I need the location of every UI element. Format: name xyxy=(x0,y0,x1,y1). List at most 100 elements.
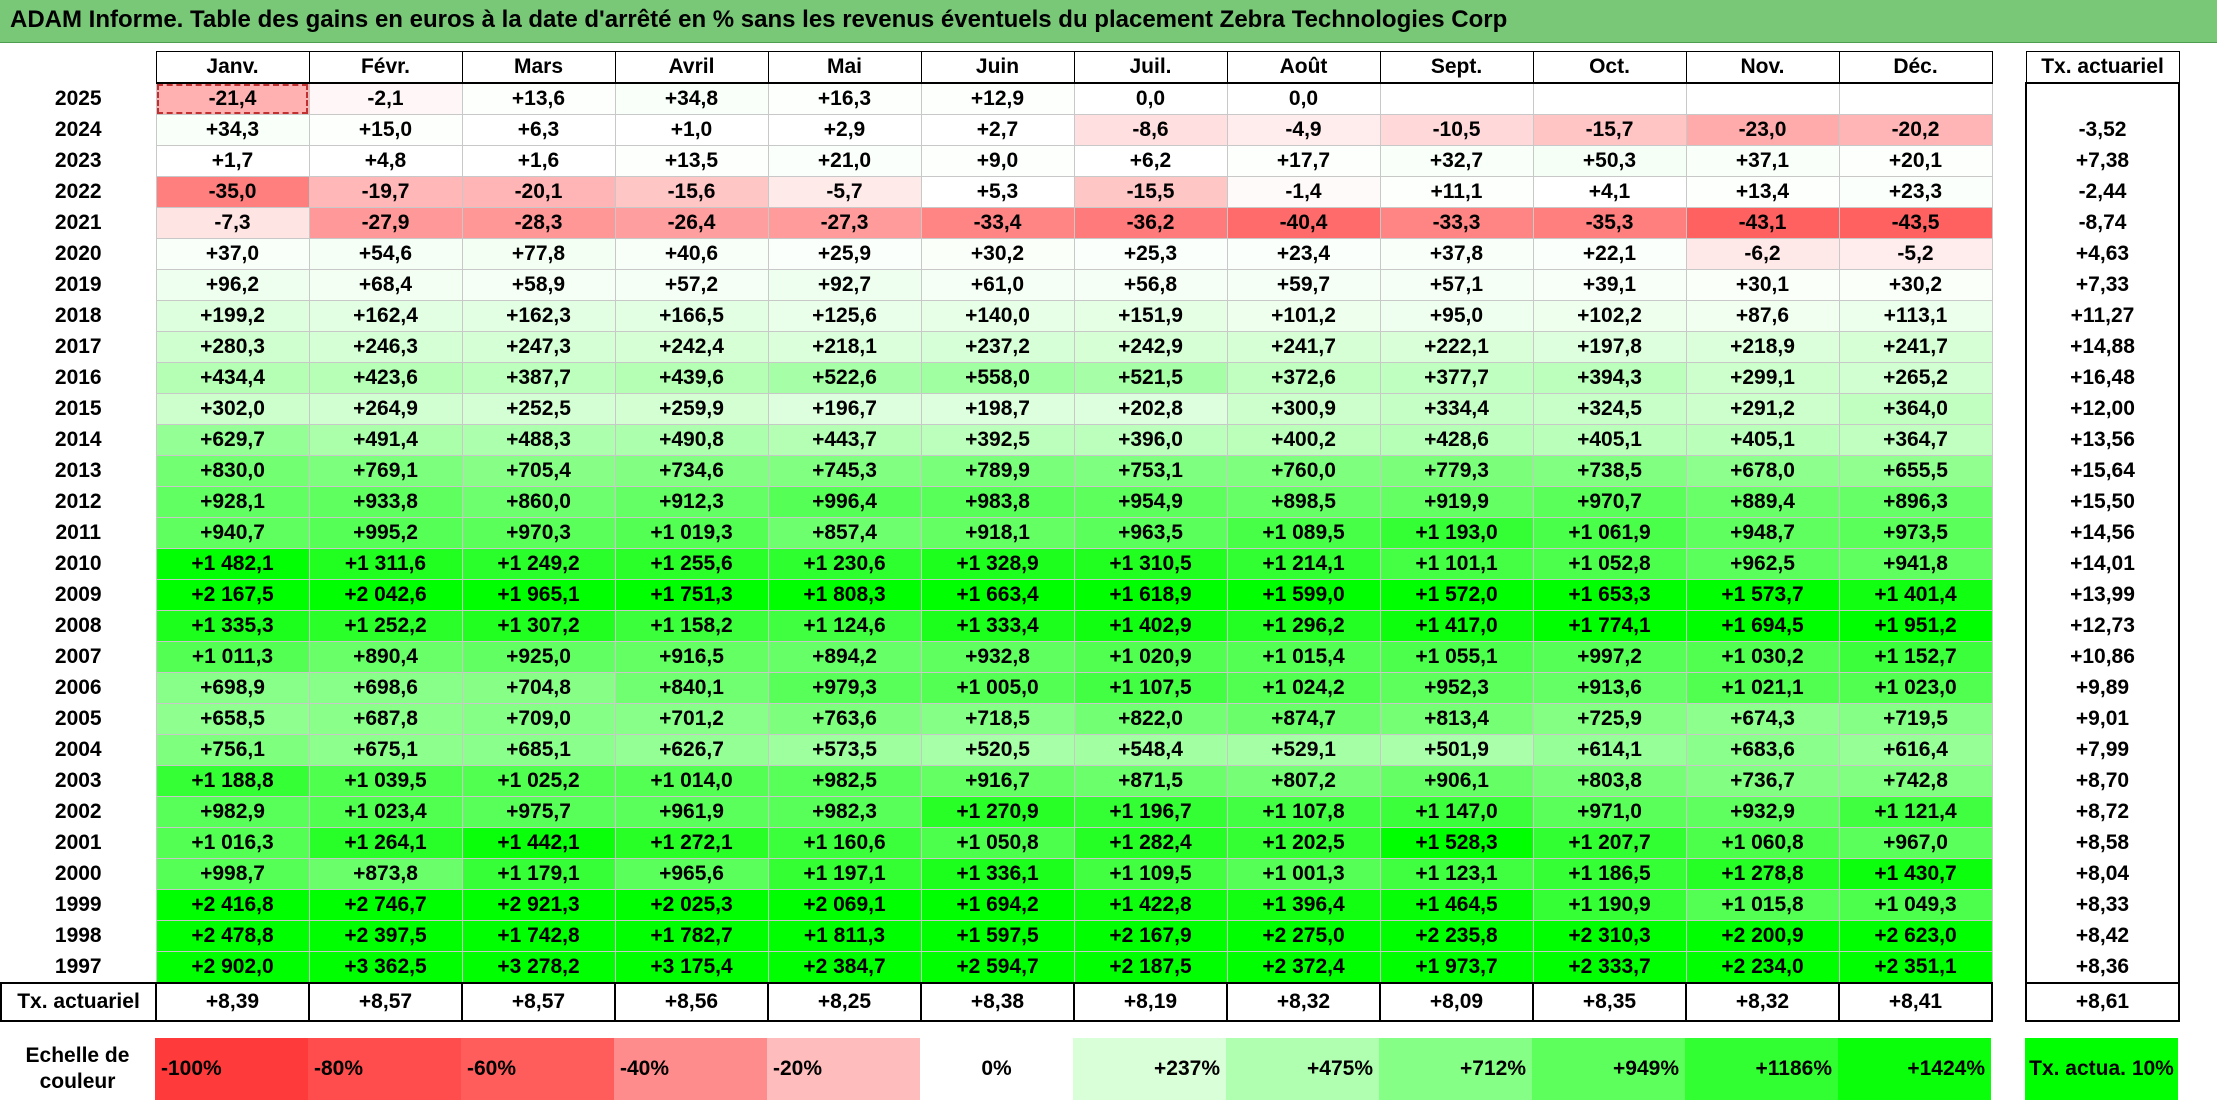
gain-cell: -43,1 xyxy=(1685,207,1840,239)
gain-cell: +896,3 xyxy=(1838,486,1993,518)
gain-cell: +2 351,1 xyxy=(1838,951,1993,984)
gain-cell: +1 152,7 xyxy=(1838,641,1993,673)
gain-cell: +1 197,1 xyxy=(767,858,922,890)
gain-cell: +779,3 xyxy=(1379,455,1534,487)
year-label: 2009 xyxy=(54,583,102,606)
gain-cell: +658,5 xyxy=(155,703,310,735)
gain-cell: +1 417,0 xyxy=(1379,610,1534,642)
gain-cell: +443,7 xyxy=(767,424,922,456)
gain-cell: +1 186,5 xyxy=(1532,858,1687,890)
month-header: Déc. xyxy=(1838,51,1993,84)
gain-cell: +753,1 xyxy=(1073,455,1228,487)
gain-cell: +59,7 xyxy=(1226,269,1381,301)
gain-cell: +34,3 xyxy=(155,114,310,146)
gain-cell: -36,2 xyxy=(1073,207,1228,239)
year-label: 2022 xyxy=(54,180,102,203)
gain-cell: +1 597,5 xyxy=(920,920,1075,952)
gain-cell: +1 158,2 xyxy=(614,610,769,642)
gain-cell: +2 384,7 xyxy=(767,951,922,984)
table-row: 2010 +1 482,1 +1 311,6 +1 249,2 +1 255,6 +1 2… xyxy=(1,548,2180,580)
month-header: Avril xyxy=(614,51,769,84)
gain-cell: -27,9 xyxy=(308,207,463,239)
gain-cell: +1 335,3 xyxy=(155,610,310,642)
gain-cell: +218,9 xyxy=(1685,331,1840,363)
gain-cell: +242,4 xyxy=(614,331,769,363)
gain-cell: +626,7 xyxy=(614,734,769,766)
column-gap xyxy=(1992,983,2026,1021)
gain-cell: +933,8 xyxy=(308,486,463,518)
gain-cell: +16,3 xyxy=(767,82,922,115)
gain-cell xyxy=(1379,82,1534,115)
color-scale: Echelle de couleur -100% -80% -60% -40% -20% 0… xyxy=(0,1038,2178,1100)
gain-cell: +932,9 xyxy=(1685,796,1840,828)
gain-cell: +34,8 xyxy=(614,82,769,115)
tx-actuariel-cell: +14,56 xyxy=(2025,517,2180,549)
gain-cell: -27,3 xyxy=(767,207,922,239)
table-row: 2014 +629,7 +491,4 +488,3 +490,8 +443,7 +392,5… xyxy=(1,424,2180,456)
column-gap xyxy=(1991,1038,2025,1100)
gain-cell: +997,2 xyxy=(1532,641,1687,673)
annual-rate-cell: +8,25 xyxy=(767,982,922,1022)
year-label: 2008 xyxy=(54,614,102,637)
gain-cell: +1 264,1 xyxy=(308,827,463,859)
gain-cell: +2 042,6 xyxy=(308,579,463,611)
table-row: 2016 +434,4 +423,6 +387,7 +439,6 +522,6 +558,0… xyxy=(1,362,2180,394)
month-header: Août xyxy=(1226,51,1381,84)
gain-cell: 0,0 xyxy=(1226,82,1381,115)
gain-cell: +162,3 xyxy=(461,300,616,332)
tx-actuariel-cell: +8,04 xyxy=(2025,858,2180,890)
gain-cell: +1 973,7 xyxy=(1379,951,1534,984)
gain-cell: +629,7 xyxy=(155,424,310,456)
gain-cell: +237,2 xyxy=(920,331,1075,363)
column-gap xyxy=(1992,424,2026,456)
gain-cell: +840,1 xyxy=(614,672,769,704)
gain-cell: +21,0 xyxy=(767,145,922,177)
gain-cell: +2 167,9 xyxy=(1073,920,1228,952)
gain-cell: +918,1 xyxy=(920,517,1075,549)
gain-cell: +675,1 xyxy=(308,734,463,766)
gain-cell: +68,4 xyxy=(308,269,463,301)
tx-actuariel-cell: +7,33 xyxy=(2025,269,2180,301)
month-header: Sept. xyxy=(1379,51,1534,84)
column-gap xyxy=(1992,331,2026,363)
column-gap xyxy=(1992,393,2026,425)
color-scale-step: +1186% xyxy=(1685,1038,1838,1100)
gain-cell: -28,3 xyxy=(461,207,616,239)
gain-cell: +1 121,4 xyxy=(1838,796,1993,828)
table-row: 2006 +698,9 +698,6 +704,8 +840,1 +979,3 +1 005… xyxy=(1,672,2180,704)
gain-cell: +5,3 xyxy=(920,176,1075,208)
gain-cell: +1 310,5 xyxy=(1073,548,1228,580)
gain-cell: +1 296,2 xyxy=(1226,610,1381,642)
gain-cell: -15,5 xyxy=(1073,176,1228,208)
gain-cell: -15,6 xyxy=(614,176,769,208)
gain-cell: -26,4 xyxy=(614,207,769,239)
gain-cell: +573,5 xyxy=(767,734,922,766)
gain-cell: +140,0 xyxy=(920,300,1075,332)
gain-cell: +1 751,3 xyxy=(614,579,769,611)
gain-cell: +396,0 xyxy=(1073,424,1228,456)
gain-cell: +196,7 xyxy=(767,393,922,425)
table-row: 2017 +280,3 +246,3 +247,3 +242,4 +218,1 +237,2… xyxy=(1,331,2180,363)
tx-actuariel-cell: +7,99 xyxy=(2025,734,2180,766)
color-scale-step: +949% xyxy=(1532,1038,1685,1100)
color-scale-tx-10: Tx. actua. 10% xyxy=(2025,1038,2178,1100)
gain-cell: +687,8 xyxy=(308,703,463,735)
gain-cell: +558,0 xyxy=(920,362,1075,394)
gain-cell: +745,3 xyxy=(767,455,922,487)
gain-cell: +1 808,3 xyxy=(767,579,922,611)
gain-cell: +683,6 xyxy=(1685,734,1840,766)
gain-cell: +2 235,8 xyxy=(1379,920,1534,952)
table-row: 2023 +1,7 +4,8 +1,6 +13,5 +21,0 +9,0 +6,2 +17,7 +… xyxy=(1,145,2180,177)
gain-cell: +2 921,3 xyxy=(461,889,616,921)
gain-cell: +428,6 xyxy=(1379,424,1534,456)
gain-cell: +2 167,5 xyxy=(155,579,310,611)
gain-cell: +1 255,6 xyxy=(614,548,769,580)
gain-cell: +1 050,8 xyxy=(920,827,1075,859)
title-bar: ADAM Informe. Table des gains en euros à… xyxy=(0,0,2217,43)
tx-actuariel-cell: +7,38 xyxy=(2025,145,2180,177)
gain-cell: +698,6 xyxy=(308,672,463,704)
column-gap xyxy=(1992,641,2026,673)
gain-cell: +2,7 xyxy=(920,114,1075,146)
gain-cell: +738,5 xyxy=(1532,455,1687,487)
table-row: 2024 +34,3 +15,0 +6,3 +1,0 +2,9 +2,7 -8,6 -4,9 -1… xyxy=(1,114,2180,146)
